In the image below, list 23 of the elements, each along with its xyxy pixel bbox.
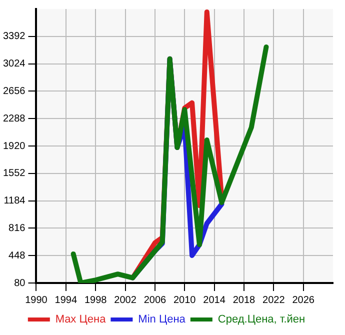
legend-label: Max Цена [55,314,107,326]
y-tick-label: 816 [8,222,26,234]
y-tick-label: 448 [8,250,26,262]
legend-label: Сред.Цена, т.йен [218,314,306,326]
x-tick-label: 2006 [144,294,167,306]
y-tick-label: 2656 [2,86,26,97]
y-tick-label: 80 [14,278,26,289]
x-tick-label: 2018 [232,294,256,306]
x-tick-label: 2010 [174,294,196,306]
legend-label: Min Цена [138,314,186,326]
x-tick-label: 2014 [203,294,226,306]
y-tick-label: 3392 [2,31,26,42]
x-tick-label: 1994 [54,294,78,306]
x-tick-label: 2002 [114,294,137,306]
y-tick-label: 1552 [2,168,26,180]
x-tick-label: 2026 [292,294,315,306]
x-tick-label: 1990 [25,294,48,306]
y-tick-label: 1184 [4,196,26,207]
y-tick-label: 3024 [2,58,26,70]
x-tick-label: 1998 [84,294,108,306]
x-tick-label: 2022 [262,294,286,306]
y-tick-label: 2288 [2,113,26,124]
y-tick-label: 1920 [2,140,26,152]
